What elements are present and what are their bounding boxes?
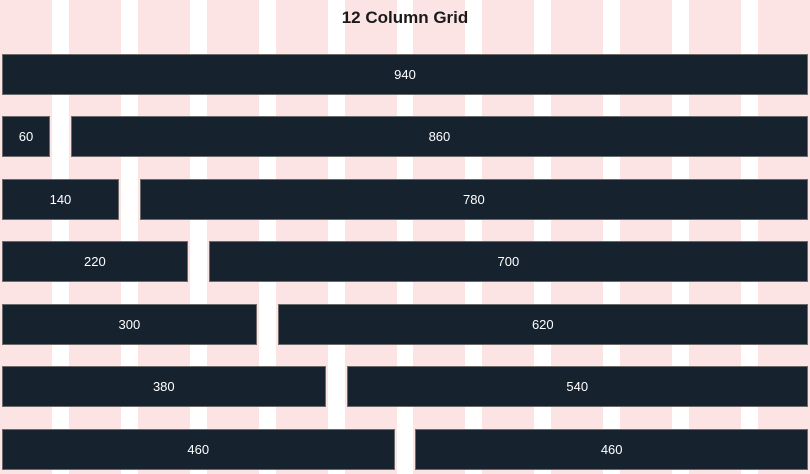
grid-span-block: 60 bbox=[2, 116, 50, 157]
page-title: 12 Column Grid bbox=[341, 8, 469, 27]
grid-span-block: 140 bbox=[2, 179, 119, 220]
grid-span-block: 380 bbox=[2, 366, 326, 407]
grid-span-block: 780 bbox=[139, 179, 808, 220]
grid-span-block: 460 bbox=[2, 429, 395, 470]
grid-span-block: 940 bbox=[2, 54, 808, 95]
grid-span-block: 540 bbox=[346, 366, 808, 407]
grid-span-block: 700 bbox=[208, 241, 808, 282]
grid-span-block: 620 bbox=[277, 304, 808, 345]
grid-span-block: 860 bbox=[70, 116, 808, 157]
grid-span-block: 220 bbox=[2, 241, 188, 282]
grid-span-block: 460 bbox=[415, 429, 808, 470]
grid-span-block: 300 bbox=[2, 304, 257, 345]
